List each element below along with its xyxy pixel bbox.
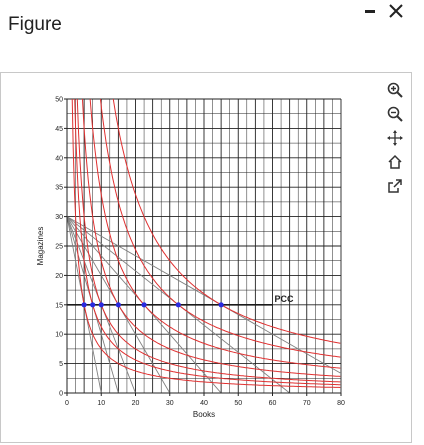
pcc-point [115,302,121,308]
y-tick-label: 40 [55,155,63,162]
indifference-curve [89,99,341,369]
figure-panel: PCC 0 10 20 30 40 50 60 70 80 0 5 10 15 20 25 30 35 40 45 50… [0,72,412,443]
indifference-curve [71,99,341,388]
y-axis-label: Magazines [36,227,45,266]
chart-svg[interactable]: PCC 0 10 20 30 40 50 60 70 80 0 5 10 15 20 25 30 35 40 45 50… [1,73,381,443]
export-icon [388,179,402,193]
y-tick-label: 10 [55,332,63,339]
y-tick-label: 5 [59,361,63,368]
x-tick-label: 40 [200,400,208,407]
x-tick-label: 0 [65,400,69,407]
indifference-curve [112,99,341,344]
x-tick-label: 10 [97,400,105,407]
x-tick-label: 60 [269,400,277,407]
pcc-point [175,302,181,308]
close-button[interactable] [386,0,406,22]
y-tick-label: 15 [55,302,63,309]
pcc-annotation: PCC [275,294,295,304]
y-tick-label: 50 [55,97,63,104]
window-title: Figure [8,14,62,35]
close-x-icon [389,4,403,18]
pcc-point [81,302,87,308]
y-tick-label: 35 [55,185,63,192]
x-tick-label: 20 [132,400,140,407]
indifference-curve [81,99,341,377]
indifference-curve [99,99,341,358]
zoom-in-button[interactable] [384,79,406,101]
x-axis-label: Books [193,410,215,419]
export-button[interactable] [384,175,406,197]
x-tick-label: 30 [166,400,174,407]
y-tick-label: 25 [55,244,63,251]
home-icon [388,154,402,169]
pan-button[interactable] [384,127,406,149]
home-button[interactable] [384,151,406,173]
x-tick-label: 70 [303,400,311,407]
pcc-point [90,302,96,308]
zoom-in-icon [387,82,403,98]
y-tick-label: 0 [59,391,63,398]
pan-icon [387,130,403,146]
pcc-point [98,302,104,308]
indifference-curve [76,99,341,383]
x-tick-label: 50 [234,400,242,407]
y-tick-label: 30 [55,214,63,221]
zoom-out-button[interactable] [384,103,406,125]
zoom-out-icon [387,106,403,122]
y-tick-label: 45 [55,126,63,133]
x-tick-label: 80 [337,400,345,407]
indifference-curve [74,99,341,386]
minimize-button[interactable] [360,0,380,22]
y-tick-label: 20 [55,273,63,280]
pcc-point [141,302,147,308]
pcc-point [218,302,224,308]
minus-icon [365,10,375,13]
